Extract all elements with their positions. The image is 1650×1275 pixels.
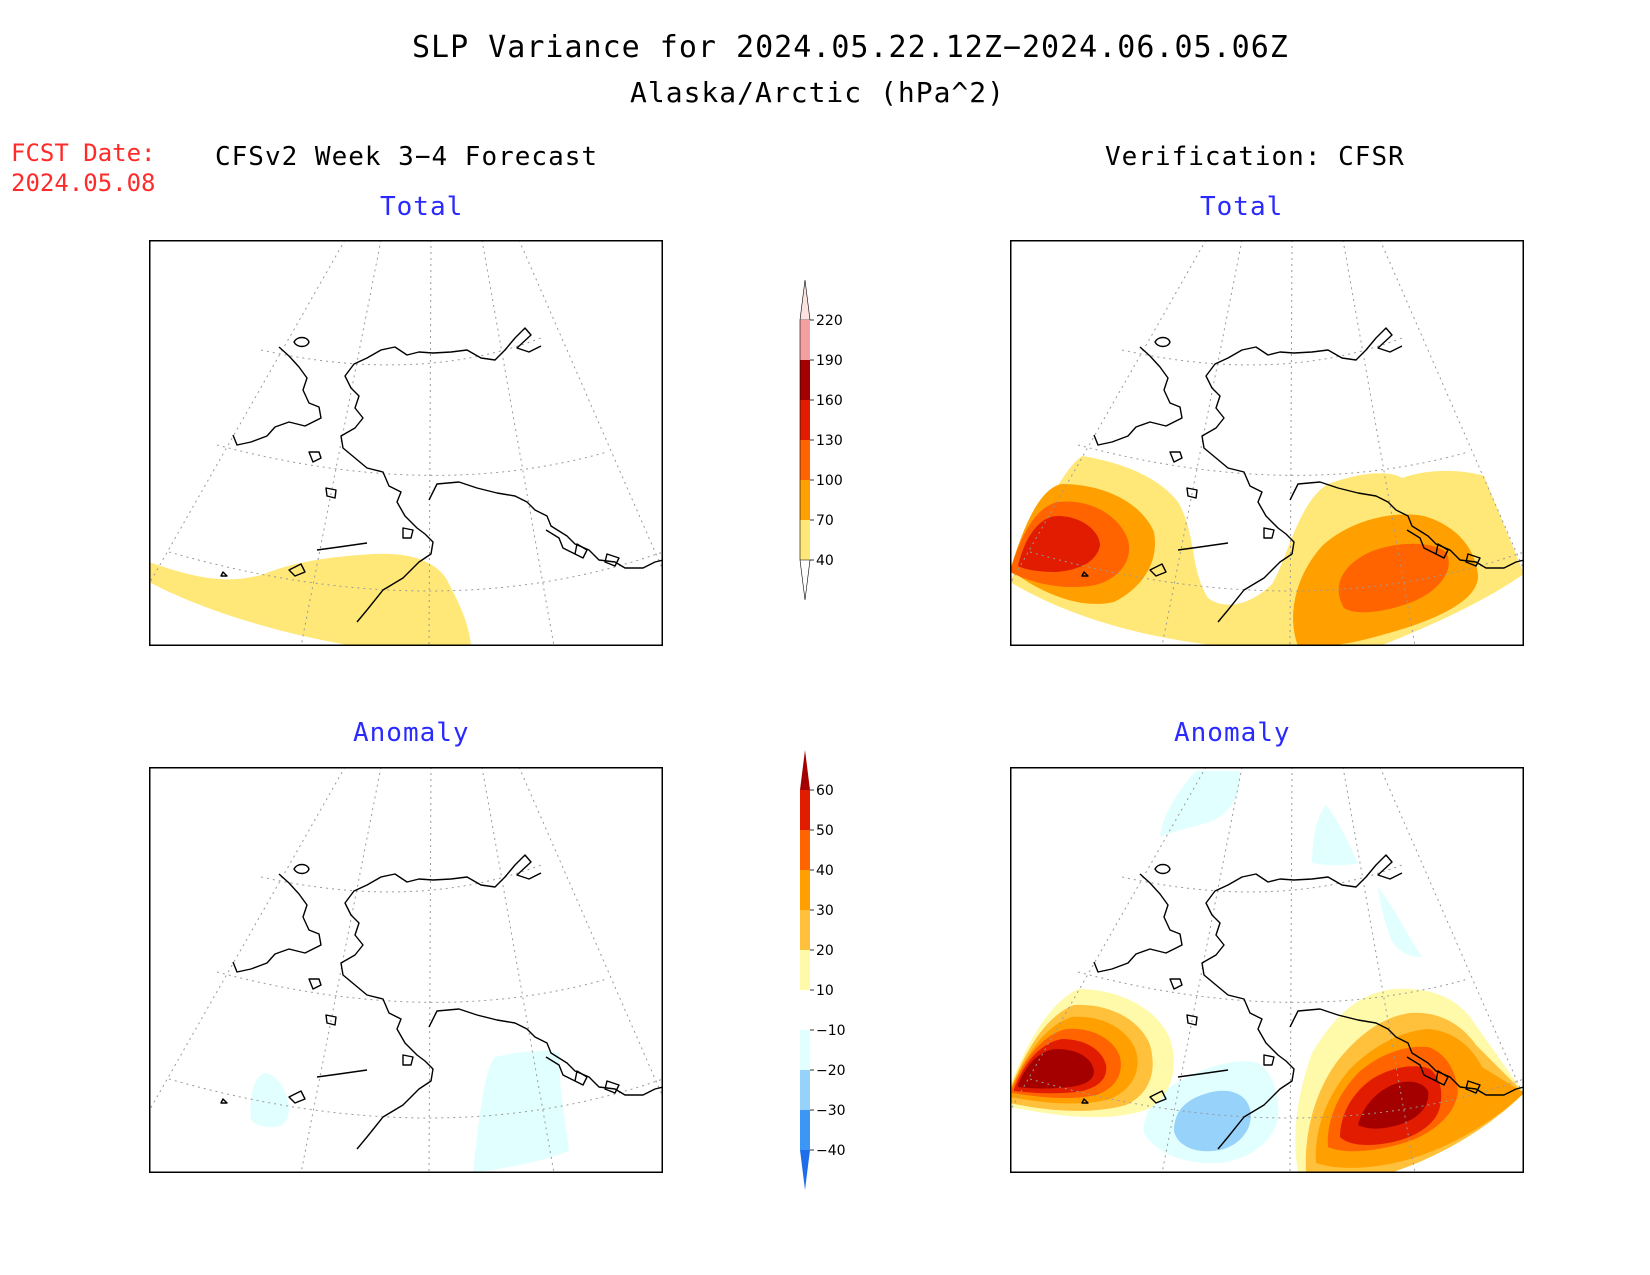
colorbar-anomaly-swatch: [800, 870, 810, 910]
colorbar-anomaly-swatch: [800, 1110, 810, 1150]
colorbar-total-tick-label: 130: [816, 433, 843, 449]
colorbar-anomaly-tick-label: 50: [816, 823, 834, 839]
figure-title: SLP Variance for 2024.05.22.12Z−2024.06.…: [412, 30, 1289, 65]
colorbar-anomaly-tick-label: −20: [816, 1063, 846, 1079]
colorbar-total-tick-label: 100: [816, 473, 843, 489]
colorbar-anomaly-tick-label: 40: [816, 863, 834, 879]
colorbar-total-tick-label: 220: [816, 313, 843, 329]
colorbar-total-swatch: [800, 440, 810, 480]
colorbar-anomaly-tick-label: −10: [816, 1023, 846, 1039]
colorbar-anomaly-tick-label: 10: [816, 983, 834, 999]
colorbar-total-swatch: [800, 400, 810, 440]
colorbar-total-tick-label: 160: [816, 393, 843, 409]
colorbar-anomaly-swatch: [800, 1070, 810, 1110]
panel-title-forecast-total: Total: [380, 192, 464, 222]
colorbar-anomaly-swatch: [800, 1030, 810, 1070]
colorbar-total-swatch: [800, 520, 810, 560]
colorbar-total-tick-label: 190: [816, 353, 843, 369]
shaded-region-minus20-minus10: [250, 1050, 569, 1173]
colorbar-anomaly: −40 −30 −20 −10 10 20 30 40 50 60: [795, 750, 865, 1204]
map-forecast-total: [149, 240, 663, 646]
colorbar-anomaly-tick-label: 20: [816, 943, 834, 959]
colorbar-anomaly-swatch: [800, 790, 810, 830]
colorbar-anomaly-tick-label: −30: [816, 1103, 846, 1119]
colorbar-anomaly-swatch: [800, 830, 810, 870]
colorbar-total-bottom-triangle: [799, 559, 811, 601]
colorbar-anomaly-swatch: [800, 990, 810, 1030]
fcst-date-value: 2024.05.08: [11, 169, 156, 197]
colorbar-anomaly-bottom-triangle: [800, 1150, 810, 1190]
colorbar-total-swatch: [800, 360, 810, 400]
colorbar-anomaly-tick-label: 30: [816, 903, 834, 919]
colorbar-total-tick-label: 40: [816, 553, 834, 569]
fcst-date-label: FCST Date:: [11, 139, 156, 167]
map-verification-total: [1010, 240, 1524, 646]
map-forecast-anomaly: [149, 767, 663, 1173]
colorbar-anomaly-swatch: [800, 910, 810, 950]
colorbar-anomaly-top-triangle: [800, 750, 810, 790]
panel-title-verification-anomaly: Anomaly: [1174, 718, 1291, 748]
colorbar-total-tick-label: 70: [816, 513, 834, 529]
shaded-region-minus30-minus20: [1174, 1090, 1251, 1152]
colorbar-anomaly-tick-label: −40: [816, 1143, 846, 1159]
figure-subtitle: Alaska/Arctic (hPa^2): [630, 76, 1006, 109]
map-verification-anomaly: [1010, 767, 1524, 1173]
colorbar-total: 40 70 100 130 160 190 220: [795, 279, 865, 614]
forecast-column-heading: CFSv2 Week 3−4 Forecast: [215, 142, 599, 172]
panel-title-verification-total: Total: [1200, 192, 1284, 222]
shaded-region-above-60: [1018, 1049, 1429, 1129]
colorbar-total-top-triangle: [799, 279, 811, 321]
verification-column-heading: Verification: CFSR: [1105, 142, 1405, 172]
colorbar-anomaly-swatch: [800, 950, 810, 990]
colorbar-anomaly-tick-label: 60: [816, 783, 834, 799]
shaded-region-130-160: [1018, 516, 1100, 572]
panel-title-forecast-anomaly: Anomaly: [353, 718, 470, 748]
colorbar-total-swatch: [800, 480, 810, 520]
colorbar-total-swatch: [800, 320, 810, 360]
